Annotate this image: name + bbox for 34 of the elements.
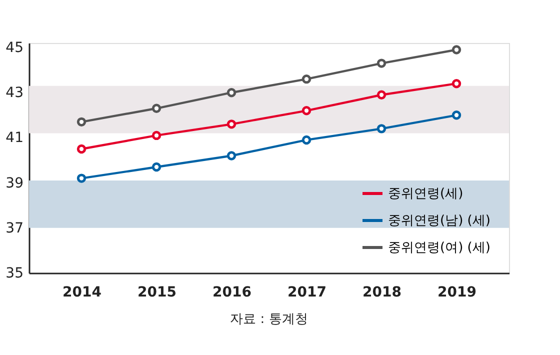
point [152, 130, 162, 140]
point [452, 110, 462, 120]
point [226, 88, 236, 98]
point [376, 124, 386, 134]
x-tick-label: 2014 [62, 284, 102, 300]
point [152, 162, 162, 172]
legend-label: 중위연령(남) (세) [388, 214, 490, 228]
point [452, 45, 462, 54]
point [302, 135, 312, 145]
y-tick-label: 45 [6, 40, 24, 56]
point [152, 104, 162, 113]
x-tick-label: 2015 [138, 284, 176, 300]
x-tick-label: 2017 [288, 284, 326, 300]
y-tick-label: 37 [6, 220, 24, 236]
y-tick-label: 35 [6, 266, 24, 282]
point [76, 117, 86, 127]
point [76, 174, 86, 183]
text: 자료 : 통계청 [230, 312, 308, 327]
point [376, 58, 386, 68]
y-tick-label: 41 [6, 130, 24, 146]
point [76, 144, 86, 154]
y-tick-label: 43 [6, 85, 24, 102]
legend-label: 중위연령(세) [388, 186, 464, 202]
legend-label: 중위연령(여) (세) [388, 240, 490, 256]
x-tick-label: 2019 [438, 284, 476, 300]
x-tick-label: 2016 [212, 284, 252, 300]
point [226, 120, 236, 129]
point [302, 106, 312, 116]
x-tick-label: 2018 [362, 284, 402, 300]
point [452, 78, 462, 88]
point [376, 90, 386, 100]
point [302, 74, 312, 84]
point [226, 151, 236, 160]
y-tick-label: 39 [6, 175, 24, 192]
